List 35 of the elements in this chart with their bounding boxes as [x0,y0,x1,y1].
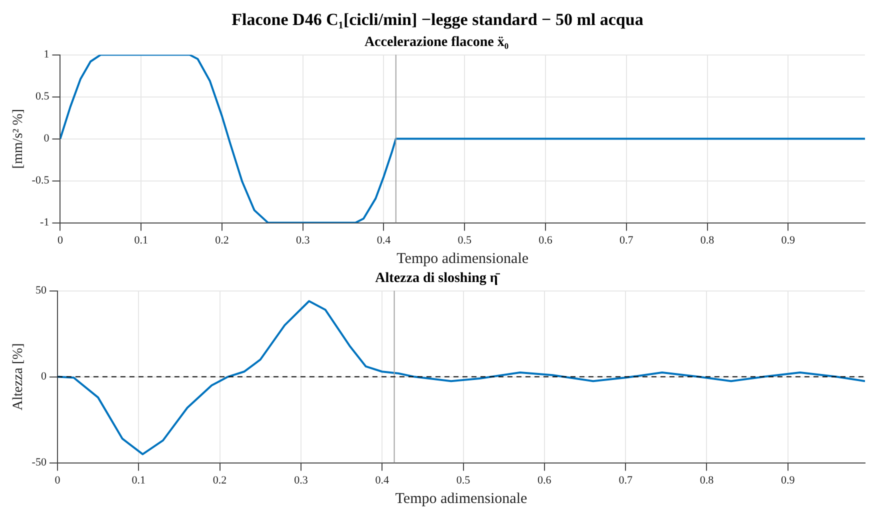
y-tick-label: 50 [35,284,47,297]
x-tick-label: 0.2 [215,234,229,246]
x-tick-label: 0 [57,234,64,246]
x-tick-label: 0.7 [620,234,634,246]
x-tick-label: 0.6 [538,474,552,486]
x-tick-label: 0.6 [538,234,553,246]
x-tick-label: 0.9 [781,474,796,486]
y-tick-label: 1 [44,48,50,61]
x-tick-label: 0.8 [700,234,715,246]
chart-title: Flacone D46 C₁[cicli/min] −legge standard − 50 ml acqua [230,9,644,31]
x-tick-label: 0 [54,474,61,486]
chart-subtitle: Accelerazione flacone ẍ₀ [364,35,509,50]
x-tick-label: 0.5 [458,234,472,246]
y-tick-label: -50 [32,456,47,469]
y-axis-title: Altezza [%] [11,343,26,410]
y-axis-title: [mm/s² %] [11,108,26,169]
x-axis-title: Tempo adimensionale [396,250,529,267]
x-tick-label: 0.3 [294,474,308,486]
y-tick-label: -1 [40,216,50,229]
x-tick-label: 0.1 [132,474,146,486]
x-tick-label: 0.4 [375,474,390,486]
y-tick-label: -0.5 [32,174,50,187]
chart-title: Altezza di sloshing η̄ [375,271,501,286]
x-tick-label: 0.4 [376,234,392,246]
x-tick-label: 0.1 [134,234,148,246]
x-tick-label: 0.2 [212,474,227,486]
y-tick-label: 0 [40,370,47,383]
x-tick-label: 0.8 [700,474,714,486]
y-tick-label: 0 [44,132,50,145]
x-tick-label: 0.9 [781,234,796,246]
x-tick-label: 0.5 [456,474,471,486]
x-tick-label: 0.3 [296,234,310,246]
x-axis-title: Tempo adimensionale [395,490,528,507]
y-tick-label: 0.5 [35,90,50,103]
x-tick-label: 0.7 [618,474,633,486]
